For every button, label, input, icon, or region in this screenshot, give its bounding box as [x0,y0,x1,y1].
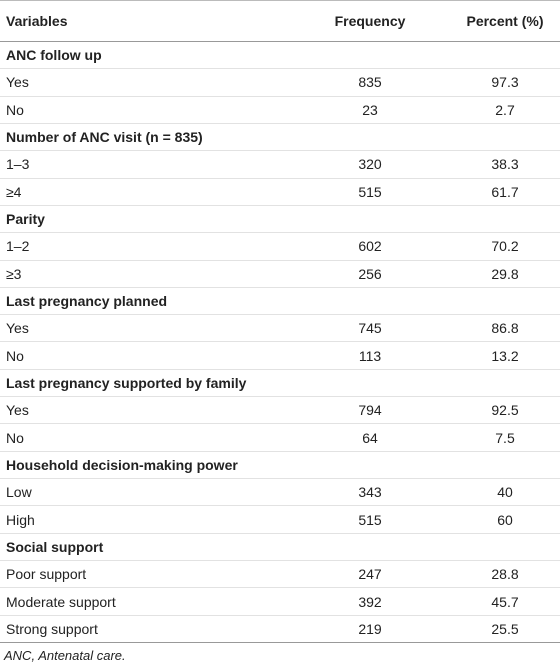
cell: 515 [358,511,382,528]
cell: 61.7 [491,183,519,200]
section-row: Number of ANC visit (n = 835) [0,124,560,152]
header-cell: Percent (%) [466,13,544,29]
cell: ≥3 [6,265,22,282]
cell: 320 [358,156,382,173]
cell: ≥4 [6,183,22,200]
cell: 602 [358,238,382,255]
data-row: 1–3 320 38.3 [0,151,560,179]
section-label: Last pregnancy planned [6,293,168,310]
cell: 835 [358,74,382,91]
section-label: Household decision-making power [6,456,238,473]
cell: 40 [497,484,513,501]
section-row: Household decision-making power [0,452,560,480]
cell: High [6,511,35,528]
cell: 92.5 [491,402,519,419]
cell: No [6,347,24,364]
cell: 515 [358,183,382,200]
cell: 113 [358,347,382,364]
data-row: 1–2 602 70.2 [0,233,560,261]
section-label: Number of ANC visit (n = 835) [6,129,203,146]
cell: Yes [6,320,29,337]
cell: 28.8 [491,566,519,583]
cell: 64 [362,429,378,446]
cell: No [6,101,24,118]
data-row: Poor support 247 28.8 [0,561,560,589]
cell: 97.3 [491,74,519,91]
section-row: ANC follow up [0,42,560,70]
data-row: ≥4 515 61.7 [0,179,560,206]
section-label: Parity [6,211,45,228]
cell: 256 [358,265,382,282]
cell: 247 [358,566,382,583]
cell: 60 [497,511,513,528]
cell: 392 [358,593,382,610]
cell: 343 [358,484,382,501]
cell: 23 [362,101,378,118]
section-row: Parity [0,206,560,234]
cell: 7.5 [495,429,515,446]
cell: No [6,429,24,446]
data-row: ≥3 256 29.8 [0,261,560,288]
cell: 2.7 [495,101,515,118]
header-cell: Frequency [334,13,406,29]
data-row: Yes 835 97.3 [0,69,560,97]
footnote: ANC, Antenatal care. [4,648,126,663]
data-row: Low 343 40 [0,479,560,507]
cell: 219 [358,620,382,637]
section-label: Last pregnancy supported by family [6,374,247,391]
data-row: Yes 794 92.5 [0,397,560,425]
data-row: No 113 13.2 [0,343,560,370]
data-row: Moderate support 392 45.7 [0,588,560,616]
cell: 25.5 [491,620,519,637]
cell: Strong support [6,620,98,637]
data-row: No 23 2.7 [0,97,560,124]
data-row: Strong support 219 25.5 [0,616,560,643]
cell: Moderate support [6,593,116,610]
cell: 86.8 [491,320,519,337]
data-row: No 64 7.5 [0,424,560,452]
cell: 29.8 [491,265,519,282]
cell: Low [6,484,32,501]
header-row: Variables Frequency Percent (%) [0,0,560,42]
data-row: High 515 60 [0,506,560,534]
section-label: Social support [6,538,104,555]
cell: 70.2 [491,238,519,255]
cell: 13.2 [491,347,519,364]
cell: 38.3 [491,156,519,173]
cell: Yes [6,402,29,419]
data-row: Yes 745 86.8 [0,315,560,343]
header-cell: Variables [6,13,68,29]
section-row: Last pregnancy planned [0,288,560,316]
cell: Yes [6,74,29,91]
section-label: ANC follow up [6,47,102,64]
cell: 1–2 [6,238,30,255]
cell: 745 [358,320,382,337]
cell: 1–3 [6,156,30,173]
cell: Poor support [6,566,87,583]
cell: 794 [358,402,382,419]
cell: 45.7 [491,593,519,610]
section-row: Last pregnancy supported by family [0,370,560,398]
section-row: Social support [0,534,560,562]
